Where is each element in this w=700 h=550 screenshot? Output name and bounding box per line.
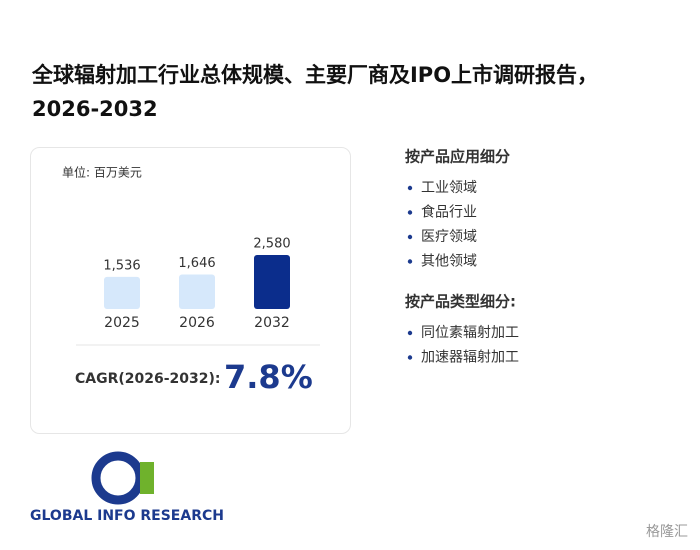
bullet bbox=[407, 259, 413, 264]
logo-text: GLOBAL INFO RESEARCH bbox=[30, 508, 224, 524]
segment-item: 医疗领域 bbox=[421, 229, 477, 245]
bullet bbox=[407, 355, 413, 360]
segment-heading: 按产品类型细分: bbox=[405, 293, 516, 311]
segment-item: 同位素辐射加工 bbox=[421, 325, 519, 341]
category-label: 2032 bbox=[254, 315, 290, 331]
value-label: 1,646 bbox=[178, 256, 215, 271]
bar bbox=[104, 276, 140, 309]
bullet bbox=[407, 210, 413, 215]
unit-label: 单位: 百万美元 bbox=[62, 165, 142, 180]
logo-ring bbox=[91, 451, 145, 505]
bar bbox=[179, 274, 215, 309]
logo-bar bbox=[140, 462, 154, 494]
segment-item: 其他领域 bbox=[421, 254, 477, 270]
watermark: 格隆汇 bbox=[646, 524, 688, 540]
cagr-value: 7.8% bbox=[224, 358, 313, 396]
bullet bbox=[407, 330, 413, 336]
segment-item: 工业领域 bbox=[421, 180, 477, 196]
value-label: 1,536 bbox=[103, 258, 140, 273]
value-label: 2,580 bbox=[253, 237, 290, 252]
bullet bbox=[407, 185, 413, 191]
category-label: 2026 bbox=[179, 315, 215, 331]
title: 全球辐射加工行业总体规模、主要厂商及IPO上市调研报告，2026-2032 bbox=[32, 63, 599, 121]
logo: GLOBAL INFO RESEARCH bbox=[30, 451, 224, 524]
segment-heading: 按产品应用细分 bbox=[405, 148, 510, 166]
segment-item: 加速器辐射加工 bbox=[421, 350, 519, 366]
category-label: 2025 bbox=[104, 315, 140, 331]
cagr-label: CAGR(2026-2032): bbox=[75, 371, 221, 387]
segment-item: 食品行业 bbox=[421, 204, 477, 221]
bullet bbox=[407, 234, 413, 240]
bar bbox=[254, 255, 290, 309]
